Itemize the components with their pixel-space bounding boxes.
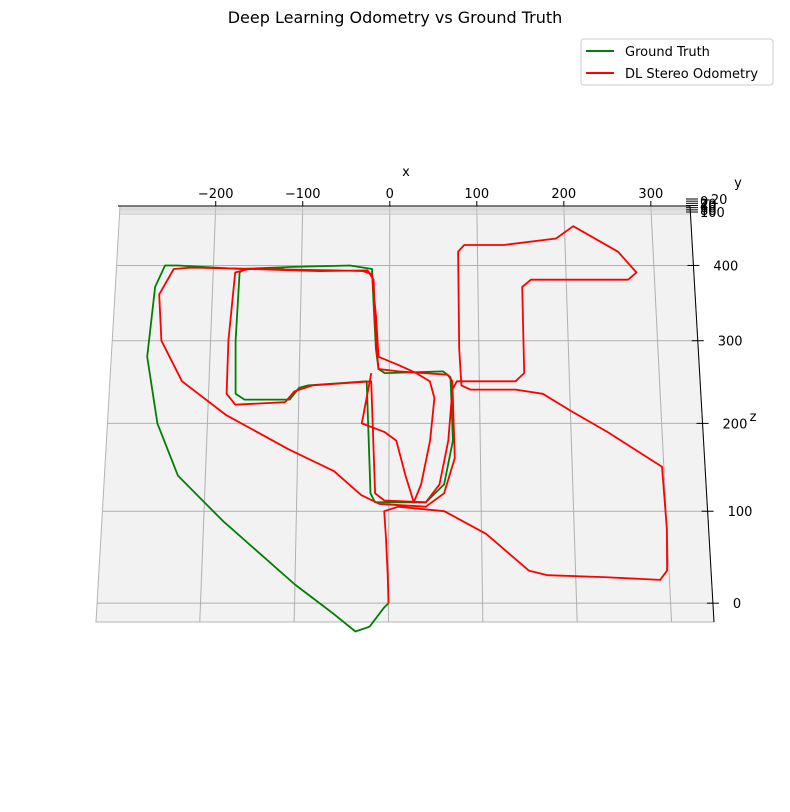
z-tick-label: 0 [733, 597, 741, 612]
y-tick-label: −20 [700, 193, 727, 208]
x-grid-line [293, 205, 304, 623]
x-grid-line [650, 205, 673, 623]
x-axis-label: x [402, 165, 410, 180]
z-axis-line [689, 205, 715, 623]
legend-label-dl-stereo-odometry: DL Stereo Odometry [625, 67, 758, 82]
legend: Ground Truth DL Stereo Odometry [580, 38, 774, 86]
chart-title: Deep Learning Odometry vs Ground Truth [228, 8, 563, 27]
x-tick-label: 200 [551, 187, 576, 202]
series-lines [146, 225, 668, 633]
x-grid-line [387, 205, 391, 623]
z-tick-label: 400 [713, 259, 738, 274]
y-tick-label: 40 [700, 200, 717, 215]
legend-label-ground-truth: Ground Truth [625, 45, 710, 60]
x-grid-line [563, 205, 578, 623]
y-axis-label: y [734, 176, 742, 191]
z-axis-ticks: 0 100 200 300 400 [687, 259, 752, 612]
x-tick-label: 100 [464, 187, 489, 202]
y-tick-label: 60 [700, 202, 717, 217]
z-axis-label: z [750, 410, 757, 425]
y-tick-label: 100 [700, 206, 725, 221]
y-tick-label: 80 [700, 204, 717, 219]
x-tick-label: 300 [638, 187, 663, 202]
y-tick-label: 0 [700, 195, 708, 210]
legend-box [580, 38, 774, 86]
x-grid-line [199, 205, 217, 623]
series-line-dl-stereo-odometry [158, 225, 668, 604]
z-tick-label: 200 [723, 417, 748, 432]
y-tick-label: 20 [700, 197, 717, 212]
x-tick-label: 0 [386, 187, 394, 202]
z-tick-label: 100 [728, 505, 753, 520]
x-grid-line [476, 205, 484, 623]
z-tick-label: 300 [718, 335, 743, 350]
x-tick-label: −200 [198, 187, 234, 202]
x-tick-label: −100 [285, 187, 321, 202]
x-axis-ticks: −200 −100 0 100 200 300 [198, 187, 663, 206]
